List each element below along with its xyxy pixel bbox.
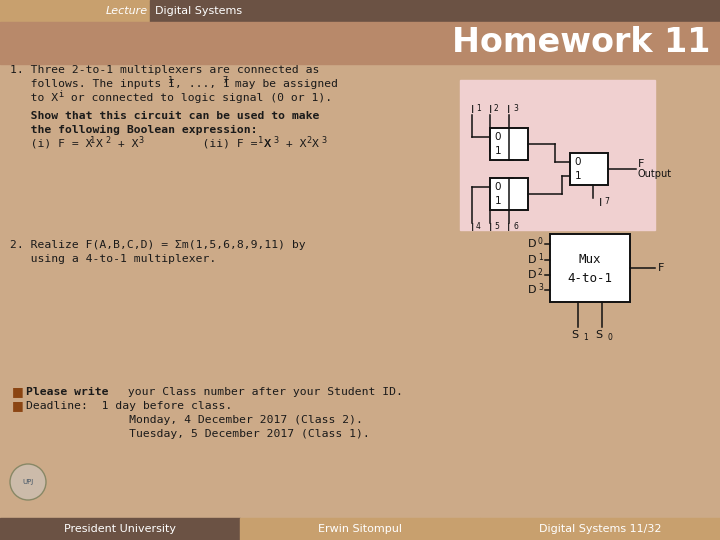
Text: the following Boolean expression:: the following Boolean expression: [10,125,258,135]
Text: 6: 6 [513,222,518,231]
Text: I: I [488,223,492,233]
Text: Deadline:  1 day before class.: Deadline: 1 day before class. [26,401,233,411]
Text: , ..., I: , ..., I [175,79,230,89]
Text: 4-to-1: 4-to-1 [567,272,613,285]
Text: 1: 1 [495,196,501,206]
Bar [0,64,720,518]
Text: Erwin Sitompul: Erwin Sitompul [318,524,402,534]
Text: D: D [528,239,536,249]
Text: 0: 0 [575,157,581,167]
Text: (ii) F = X: (ii) F = X [175,139,271,149]
Text: I: I [508,223,510,233]
Text: Show that this circuit can be used to make: Show that this circuit can be used to ma… [10,111,320,121]
Text: D: D [528,270,536,280]
Text: ■: ■ [12,400,24,413]
Text: (i) F = X: (i) F = X [10,139,92,149]
Text: follows. The inputs I: follows. The inputs I [10,79,175,89]
Text: 2. Realize F(A,B,C,D) = Σm(1,5,6,8,9,11) by: 2. Realize F(A,B,C,D) = Σm(1,5,6,8,9,11)… [10,240,305,250]
Text: I: I [470,105,474,115]
Text: 2: 2 [306,136,311,145]
Bar [480,518,720,540]
Text: S: S [572,330,579,340]
Bar [490,178,528,210]
Text: 0: 0 [607,333,612,342]
Text: 0: 0 [495,182,501,192]
Text: 7: 7 [222,76,228,85]
Text: 1: 1 [583,333,588,342]
Text: 1: 1 [168,76,174,85]
Text: Digital Systems: Digital Systems [155,6,242,16]
Text: UPJ: UPJ [22,479,34,485]
Text: 3: 3 [538,284,543,293]
Text: 5: 5 [494,222,499,231]
Text: X: X [312,139,319,149]
Bar [490,128,528,160]
Text: X: X [264,139,271,149]
Text: i: i [58,90,63,99]
Text: X: X [96,139,103,149]
Text: F: F [638,159,644,169]
Bar [570,153,608,185]
Text: I: I [599,198,603,208]
Text: Homework 11: Homework 11 [451,26,710,59]
Text: 1: 1 [538,253,543,262]
Bar [240,518,480,540]
Text: 3: 3 [321,136,326,145]
Text: 1. Three 2-to-1 multiplexers are connected as: 1. Three 2-to-1 multiplexers are connect… [10,65,320,75]
Text: to X: to X [10,93,58,103]
Text: + X: + X [279,139,307,149]
Text: or connected to logic signal (0 or 1).: or connected to logic signal (0 or 1). [64,93,332,103]
Text: ■: ■ [12,386,24,399]
Text: Tuesday, 5 December 2017 (Class 1).: Tuesday, 5 December 2017 (Class 1). [26,429,370,439]
Bar [150,0,720,22]
Bar [0,22,720,64]
Text: D: D [528,286,536,295]
Text: 7: 7 [605,197,610,206]
Bar [460,80,655,230]
Text: 1: 1 [575,171,581,181]
Text: Please write: Please write [26,387,109,397]
Text: I: I [488,105,492,115]
Text: 0: 0 [495,132,501,142]
Text: 1: 1 [90,136,95,145]
Text: Output: Output [638,169,672,179]
Bar [0,0,720,22]
Text: I: I [508,105,510,115]
Text: Monday, 4 December 2017 (Class 2).: Monday, 4 December 2017 (Class 2). [26,415,363,425]
Text: your Class number after your Student ID.: your Class number after your Student ID. [121,387,403,397]
Text: D: D [528,255,536,265]
Text: 1: 1 [258,136,264,145]
Text: + X: + X [111,139,138,149]
Text: President University: President University [64,524,176,534]
Text: Digital Systems 11/32: Digital Systems 11/32 [539,524,661,534]
Text: 3: 3 [273,136,278,145]
Text: 0: 0 [538,237,543,246]
Text: Mux: Mux [579,253,601,266]
Text: 4: 4 [476,222,481,231]
Text: 3: 3 [513,104,518,113]
Bar [0,518,240,540]
Text: F: F [658,263,665,273]
Text: 2: 2 [538,268,543,277]
Text: Lecture: Lecture [106,6,148,16]
Text: 3: 3 [138,136,143,145]
Text: may be assigned: may be assigned [228,79,338,89]
Text: 1: 1 [495,146,501,156]
Text: using a 4-to-1 multiplexer.: using a 4-to-1 multiplexer. [10,254,216,264]
Text: 2: 2 [105,136,110,145]
Text: S: S [595,330,603,340]
Text: 1: 1 [476,104,481,113]
Text: I: I [470,223,474,233]
Text: 2: 2 [494,104,499,113]
Bar [550,234,630,302]
Circle shape [10,464,46,500]
